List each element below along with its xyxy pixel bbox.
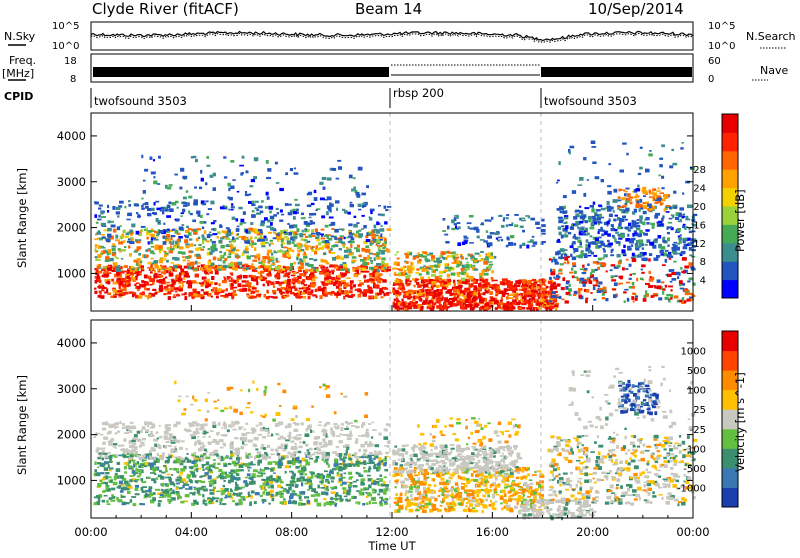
- colorbar-tick-label: 8: [700, 257, 706, 268]
- nave-tick-low: 0: [708, 74, 714, 85]
- ytick-label: 1000: [57, 473, 86, 487]
- freq-tick-low: 8: [70, 74, 76, 85]
- cpid-label: CPID: [4, 90, 33, 103]
- colorbar-tick-label: 1000: [681, 347, 706, 358]
- ytick-label: 3000: [57, 382, 86, 396]
- ytick-label: 1000: [57, 266, 86, 280]
- xtick-label: 12:00: [375, 525, 408, 539]
- colorbar-tick-label: 25: [693, 405, 706, 416]
- colorbar-tick-label: -25: [690, 425, 706, 436]
- nsky-tick-high-left: 10^5: [52, 21, 79, 32]
- date-title: 10/Sep/2014: [588, 0, 684, 18]
- beam-title: Beam 14: [355, 0, 422, 18]
- ytick-label: 4000: [57, 129, 86, 143]
- nsky-tick-high-right: 10^5: [708, 21, 735, 32]
- colorbar-swatch: [722, 487, 738, 507]
- nsearch-label: N.Search: [746, 30, 796, 43]
- nave-label: Nave: [760, 64, 788, 77]
- colorbar-tick-label: 12: [693, 239, 706, 250]
- ytick-label: 4000: [57, 336, 86, 350]
- nsky-tick-low-left: 10^0: [52, 41, 79, 52]
- xtick-label: 00:00: [74, 525, 107, 539]
- colorbar-tick-label: 20: [693, 202, 706, 213]
- power-ylabel: Slant Range [km]: [15, 168, 29, 268]
- nsky-label: N.Sky: [4, 30, 36, 43]
- colorbar-tick-label: 28: [693, 165, 706, 176]
- colorbar-swatch: [722, 280, 738, 299]
- colorbar-swatch: [722, 351, 738, 371]
- cpid-segment-1: twofsound 3503: [94, 94, 187, 108]
- colorbar-tick-label: 24: [693, 184, 706, 195]
- colorbar-swatch: [722, 114, 738, 133]
- nave-tick-high: 60: [708, 56, 721, 67]
- colorbar-tick-label: -500: [683, 464, 706, 475]
- velocity-ylabel: Slant Range [km]: [15, 375, 29, 475]
- power-colorbar: 4 8 12 16 20 24 28: [693, 114, 738, 299]
- nsky-trace: [91, 31, 693, 40]
- colorbar-tick-label: 4: [700, 276, 706, 287]
- xtick-label: 00:00: [676, 525, 709, 539]
- colorbar-swatch: [722, 169, 738, 188]
- freq-band-twofsound-2: [541, 67, 692, 77]
- ytick-label: 3000: [57, 175, 86, 189]
- time-axis-label: Time UT: [367, 539, 416, 553]
- nsky-tick-low-right: 10^0: [708, 41, 735, 52]
- freq-tick-high: 18: [64, 56, 77, 67]
- ytick-label: 2000: [57, 221, 86, 235]
- cpid-segment-3: twofsound 3503: [544, 94, 637, 108]
- station-title: Clyde River (fitACF): [92, 0, 239, 18]
- colorbar-tick-label: 500: [687, 366, 706, 377]
- freq-band-twofsound-1: [93, 67, 389, 77]
- velocity-colorbar-label: Velocity [m s^-1]: [733, 372, 747, 472]
- colorbar-swatch: [722, 331, 738, 351]
- xtick-label: 16:00: [476, 525, 509, 539]
- freq-label: Freq.: [9, 54, 36, 67]
- colorbar-tick-label: 16: [693, 220, 706, 231]
- colorbar-swatch: [722, 261, 738, 280]
- cpid-segment-2: rbsp 200: [393, 86, 444, 100]
- colorbar-swatch: [722, 151, 738, 170]
- freq-unit: [MHz]: [2, 67, 34, 80]
- power-colorbar-label: Power [dB]: [733, 189, 747, 252]
- xtick-label: 04:00: [175, 525, 208, 539]
- colorbar-tick-label: 100: [687, 386, 706, 397]
- xtick-label: 08:00: [275, 525, 308, 539]
- ytick-label: 2000: [57, 428, 86, 442]
- colorbar-tick-label: -100: [683, 444, 706, 455]
- xtick-label: 20:00: [576, 525, 609, 539]
- colorbar-tick-label: -1000: [677, 483, 706, 494]
- colorbar-swatch: [722, 132, 738, 151]
